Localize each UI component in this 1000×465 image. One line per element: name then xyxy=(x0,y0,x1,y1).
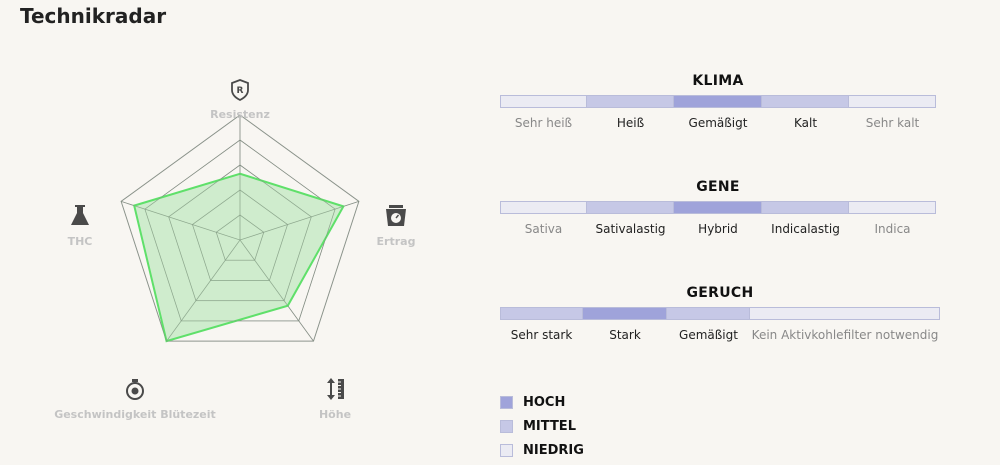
climate-segment-2 xyxy=(587,95,674,108)
climate-segment-5 xyxy=(849,95,936,108)
radar-spoke-overlay-2 xyxy=(239,201,359,241)
radar-ring-overlay-1 xyxy=(215,214,265,261)
svg-text:R: R xyxy=(237,86,244,96)
smell-scale-bar xyxy=(500,307,940,320)
shield-r-icon: R xyxy=(231,79,249,102)
genetics-label-4: Indicalastig xyxy=(771,222,840,236)
radar-ring-overlay-4 xyxy=(144,139,336,322)
flask-icon xyxy=(71,205,89,225)
legend-label-low: NIEDRIG xyxy=(523,442,584,458)
smell-segment-1 xyxy=(500,307,583,320)
level-legend: HOCH MITTEL NIEDRIG xyxy=(500,390,584,462)
smell-label-1: Sehr stark xyxy=(510,328,573,342)
climate-segment-3 xyxy=(674,95,762,108)
radar-ring-overlay-5 xyxy=(120,114,360,342)
smell-segment-2 xyxy=(583,307,667,320)
radar-axis-label-4: Geschwindigkeit Blütezeit xyxy=(54,408,216,421)
genetics-label-2: Sativalastig xyxy=(595,222,666,236)
radar-axis-label-3: Höhe xyxy=(319,408,351,421)
genetics-scale-bar xyxy=(500,201,936,214)
stopwatch-icon xyxy=(126,379,144,400)
climate-label-1: Sehr heiß xyxy=(514,116,573,130)
smell-label-3: Gemäßigt xyxy=(679,328,738,342)
genetics-label-5: Indica xyxy=(874,222,911,236)
smell-label-2: Stark xyxy=(609,328,641,342)
radar-spoke-overlay-5 xyxy=(121,201,241,241)
legend-label-mid: MITTEL xyxy=(523,418,576,434)
radar-axis-label-5: THC xyxy=(68,235,93,248)
legend-item-high: HOCH xyxy=(500,390,584,414)
scale-icon xyxy=(386,205,406,226)
genetics-segment-4 xyxy=(762,201,849,214)
genetics-scale-title: GENE xyxy=(696,179,740,195)
climate-label-5: Sehr kalt xyxy=(865,116,920,130)
radar-spoke-overlay-4 xyxy=(166,239,241,342)
smell-label-4: Kein Aktivkohlefilter notwendig xyxy=(751,328,939,342)
genetics-segment-3 xyxy=(674,201,762,214)
genetics-label-3: Hybrid xyxy=(698,222,738,236)
height-ruler-icon xyxy=(327,378,344,400)
genetics-segment-1 xyxy=(500,201,587,214)
genetics-segment-5 xyxy=(849,201,936,214)
legend-swatch-high xyxy=(500,395,513,409)
radar-ring-overlay-3 xyxy=(168,164,312,301)
smell-scale: GERUCH Sehr stark Stark Gemäßigt Kein Aktiv… xyxy=(500,285,940,355)
legend-swatch-low xyxy=(500,443,513,457)
radar-data-area xyxy=(133,172,345,343)
radar-ring-overlay-2 xyxy=(192,189,288,281)
climate-scale: KLIMA Sehr heiß Heiß Gemäßigt Kalt Sehr kalt xyxy=(500,73,936,143)
radar-spoke-overlay-3 xyxy=(239,239,314,342)
smell-segment-3 xyxy=(667,307,750,320)
smell-segment-4 xyxy=(750,307,940,320)
smell-scale-title: GERUCH xyxy=(686,285,754,301)
legend-swatch-mid xyxy=(500,419,513,433)
climate-scale-bar xyxy=(500,95,936,108)
climate-label-2: Heiß xyxy=(616,116,645,130)
climate-label-3: Gemäßigt xyxy=(688,116,748,130)
legend-item-low: NIEDRIG xyxy=(500,438,584,462)
technical-radar-chart: R Resistenz Ertrag Höhe Geschwindigkeit Blüt… xyxy=(54,79,416,421)
climate-segment-4 xyxy=(762,95,849,108)
genetics-scale: GENE Sativa Sativalastig Hybrid Indicalasti… xyxy=(500,179,936,249)
legend-item-mid: MITTEL xyxy=(500,414,584,438)
climate-label-4: Kalt xyxy=(793,116,818,130)
genetics-segment-2 xyxy=(587,201,674,214)
climate-segment-1 xyxy=(500,95,587,108)
radar-axis-label-2: Ertrag xyxy=(377,235,416,248)
page-title: Technikradar xyxy=(20,4,167,28)
climate-scale-title: KLIMA xyxy=(692,73,744,89)
legend-label-high: HOCH xyxy=(523,394,566,410)
radar-axis-label-1: Resistenz xyxy=(210,108,270,121)
genetics-label-1: Sativa xyxy=(524,222,563,236)
